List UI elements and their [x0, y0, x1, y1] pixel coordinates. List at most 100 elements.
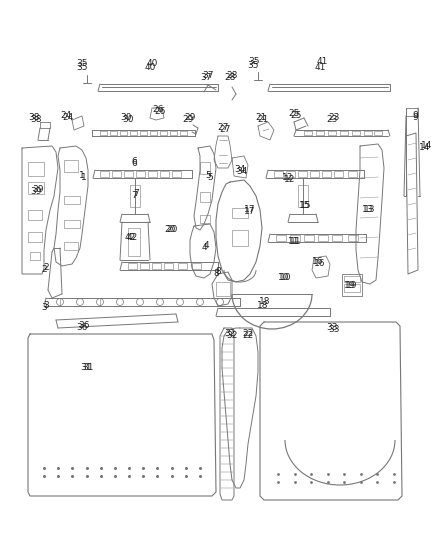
Bar: [334, 171, 343, 177]
Text: 24: 24: [62, 114, 74, 123]
Bar: [178, 263, 187, 269]
Bar: [286, 171, 295, 177]
Text: 35: 35: [76, 60, 88, 69]
Text: 38: 38: [28, 114, 40, 123]
Text: 35: 35: [247, 61, 259, 69]
Text: 12: 12: [284, 175, 296, 184]
Bar: [200, 215, 210, 223]
Bar: [274, 171, 283, 177]
Text: 41: 41: [316, 58, 328, 67]
Bar: [28, 162, 44, 176]
Bar: [128, 228, 140, 256]
Text: 8: 8: [213, 270, 219, 279]
Bar: [140, 263, 149, 269]
Bar: [64, 220, 80, 228]
Bar: [200, 192, 210, 202]
Text: 11: 11: [288, 238, 300, 246]
Bar: [298, 171, 307, 177]
Text: 11: 11: [290, 238, 302, 246]
Bar: [164, 263, 173, 269]
Bar: [64, 242, 78, 250]
Bar: [172, 171, 181, 177]
Text: 25: 25: [290, 111, 302, 120]
Text: 20: 20: [166, 225, 178, 235]
Text: 13: 13: [364, 206, 376, 214]
Text: 27: 27: [219, 125, 231, 134]
Bar: [276, 235, 286, 241]
Text: 23: 23: [326, 116, 338, 125]
Bar: [348, 171, 357, 177]
Bar: [232, 208, 248, 218]
Text: 21: 21: [255, 114, 267, 123]
Text: 26: 26: [154, 108, 166, 117]
Text: 30: 30: [120, 114, 132, 123]
Text: 1: 1: [79, 172, 85, 181]
Bar: [152, 263, 161, 269]
Bar: [136, 171, 145, 177]
Text: 15: 15: [299, 200, 311, 209]
Text: 28: 28: [226, 71, 238, 80]
Text: 40: 40: [144, 63, 155, 72]
Bar: [100, 171, 109, 177]
Text: 28: 28: [224, 74, 236, 83]
Text: 18: 18: [259, 297, 271, 306]
Bar: [64, 160, 78, 172]
Text: 41: 41: [314, 63, 326, 72]
Text: 17: 17: [244, 207, 256, 216]
Text: 16: 16: [314, 259, 326, 268]
Text: 30: 30: [122, 116, 134, 125]
Text: 6: 6: [131, 157, 137, 166]
Text: 2: 2: [43, 263, 49, 272]
Text: 15: 15: [300, 200, 312, 209]
Text: 37: 37: [202, 71, 214, 80]
Bar: [28, 210, 42, 220]
Text: 27: 27: [217, 124, 229, 133]
Bar: [304, 235, 314, 241]
Bar: [30, 252, 40, 260]
Text: 42: 42: [124, 233, 136, 243]
Text: 3: 3: [41, 303, 47, 311]
Bar: [64, 196, 80, 204]
Bar: [112, 171, 121, 177]
Text: 40: 40: [146, 60, 158, 69]
Text: 37: 37: [200, 74, 212, 83]
Text: 2: 2: [41, 265, 47, 274]
Text: 34: 34: [234, 166, 246, 174]
Text: 35: 35: [76, 63, 88, 72]
Text: 10: 10: [278, 273, 290, 282]
Text: 1: 1: [81, 174, 87, 182]
Bar: [232, 230, 248, 246]
Text: 14: 14: [421, 141, 433, 150]
Text: 6: 6: [131, 158, 137, 167]
Text: 16: 16: [312, 257, 324, 266]
Text: 17: 17: [244, 206, 256, 214]
Text: 9: 9: [412, 114, 418, 123]
Text: 39: 39: [32, 185, 44, 195]
Bar: [342, 274, 362, 296]
Bar: [130, 185, 140, 207]
Text: 12: 12: [283, 174, 294, 182]
Text: 42: 42: [127, 233, 138, 243]
Text: 23: 23: [328, 114, 340, 123]
Bar: [318, 235, 328, 241]
Text: 36: 36: [78, 321, 90, 330]
Text: 7: 7: [131, 190, 137, 199]
Text: 26: 26: [152, 106, 164, 115]
Bar: [128, 263, 137, 269]
Text: 29: 29: [182, 116, 194, 125]
Text: 33: 33: [326, 324, 338, 333]
Text: 32: 32: [226, 332, 238, 341]
Text: 4: 4: [201, 244, 207, 253]
Bar: [344, 276, 360, 282]
Text: 5: 5: [205, 172, 211, 181]
Text: 33: 33: [328, 326, 340, 335]
Text: 20: 20: [164, 225, 176, 235]
Text: 7: 7: [133, 189, 139, 198]
Text: 9: 9: [412, 110, 418, 119]
Text: 21: 21: [257, 116, 268, 125]
Text: 32: 32: [224, 329, 236, 338]
Bar: [322, 171, 331, 177]
Text: 10: 10: [280, 273, 292, 282]
Text: 4: 4: [203, 241, 209, 251]
Bar: [124, 171, 133, 177]
